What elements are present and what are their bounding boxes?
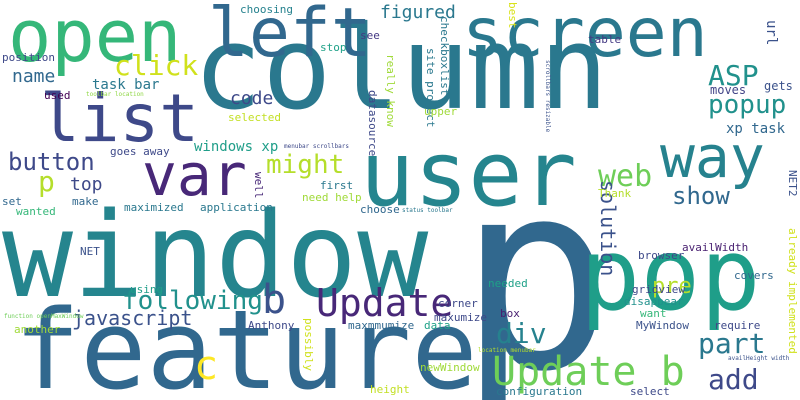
cloud-word: menubar scrollbars (284, 144, 349, 150)
cloud-word: name (12, 68, 55, 86)
cloud-word: xp task (726, 122, 785, 136)
cloud-word: show (672, 184, 730, 208)
cloud-word: configuration (496, 386, 582, 397)
cloud-word: first (320, 180, 353, 191)
cloud-word: NET2 (784, 170, 798, 200)
cloud-word: maxmmumize (348, 320, 414, 331)
cloud-word: needed (488, 278, 528, 289)
cloud-word: click (114, 52, 198, 80)
cloud-word: datasource (364, 90, 378, 156)
cloud-word: add (708, 366, 759, 394)
cloud-word: Update (316, 284, 453, 322)
cloud-word: b (262, 280, 286, 320)
cloud-word: really know (382, 54, 396, 120)
cloud-word: another (14, 324, 60, 335)
cloud-word: toolbar location (86, 92, 144, 98)
cloud-word: upper (424, 106, 457, 117)
cloud-word: height (370, 384, 410, 395)
cloud-word: covers (734, 270, 774, 281)
cloud-word: best (504, 2, 518, 38)
cloud-word: solution (586, 180, 618, 352)
cloud-word: newWindow (420, 362, 480, 373)
cloud-word: checkboxlist (436, 16, 450, 96)
cloud-word: availWidth (682, 242, 748, 253)
cloud-word: gridview (632, 284, 685, 295)
cloud-word: code (230, 90, 273, 108)
cloud-word: using (130, 284, 163, 295)
cloud-word: want (640, 308, 667, 319)
cloud-word: goes away (110, 146, 170, 157)
cloud-word: stop (320, 42, 347, 53)
cloud-word: Thank (598, 188, 631, 199)
cloud-word: url (758, 20, 778, 80)
cloud-word: might (266, 152, 344, 178)
cloud-word: maximized (124, 202, 184, 213)
cloud-word: MyWindow (636, 320, 689, 331)
cloud-word: selected (228, 112, 281, 123)
cloud-word: top (70, 176, 103, 194)
cloud-word: select (630, 386, 670, 397)
cloud-word: disappear (624, 296, 684, 307)
cloud-word: status toolbar (402, 208, 453, 214)
cloud-word: need help (302, 192, 362, 203)
cloud-word: screen (462, 0, 708, 68)
cloud-word: data (424, 320, 451, 331)
cloud-word: make (72, 196, 99, 207)
cloud-word: Anthony (248, 320, 294, 331)
cloud-word: see (360, 30, 380, 41)
cloud-word: gets (764, 80, 793, 92)
cloud-word: table (588, 34, 621, 45)
cloud-word: possibly (300, 318, 314, 372)
cloud-word: corner (438, 298, 478, 309)
cloud-word: moves (710, 84, 746, 96)
cloud-word: task bar (92, 78, 159, 92)
cloud-word: choose (360, 204, 400, 215)
cloud-word: position (2, 52, 55, 63)
cloud-word: div (496, 320, 547, 348)
cloud-word: NET (80, 246, 100, 257)
cloud-word: javascript (72, 308, 192, 328)
cloud-word: well (250, 172, 264, 204)
cloud-word: browser (638, 250, 684, 261)
cloud-word: location menubar (478, 348, 536, 354)
cloud-word: box (500, 308, 520, 319)
cloud-word: part (698, 330, 765, 358)
cloud-word: require (714, 320, 760, 331)
cloud-word: scrollbars resizable (540, 60, 550, 150)
cloud-word: choosing (240, 4, 293, 15)
cloud-word: already implemented (784, 228, 798, 350)
cloud-word: used (44, 90, 71, 101)
cloud-word: wanted (16, 206, 56, 217)
cloud-word: c (194, 346, 218, 386)
cloud-word: function openMaxWindow (4, 314, 83, 320)
cloud-word: p (38, 168, 55, 196)
cloud-word: windows xp (194, 140, 278, 154)
cloud-word: availHeight width (728, 356, 789, 362)
